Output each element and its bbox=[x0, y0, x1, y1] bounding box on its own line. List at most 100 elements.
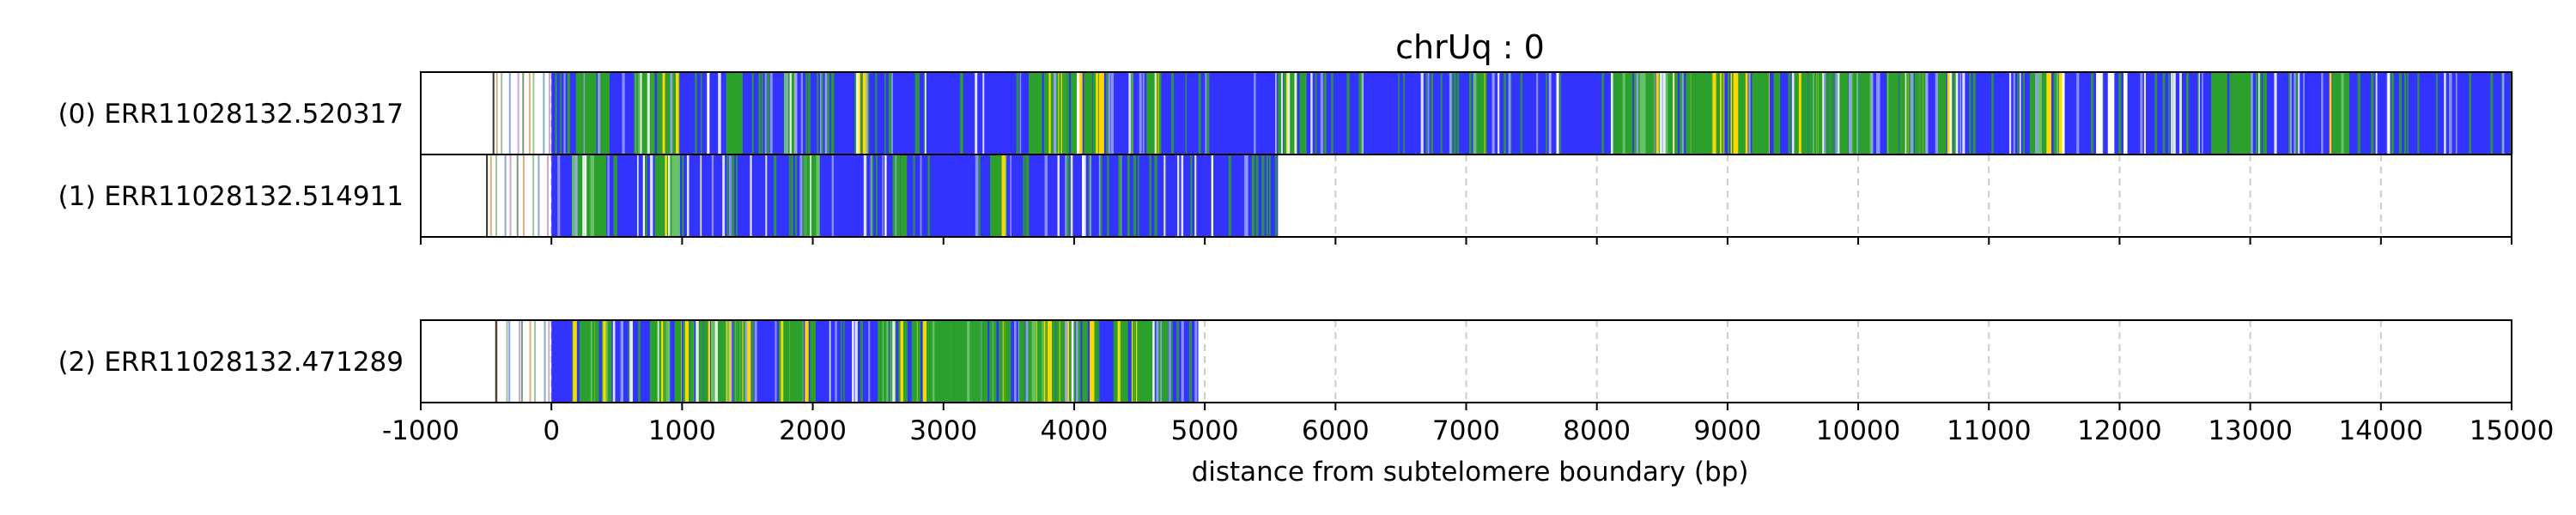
repeat-stripe bbox=[978, 320, 981, 403]
repeat-stripe bbox=[2490, 72, 2494, 154]
repeat-stripe bbox=[1085, 320, 1088, 403]
variant-stripe bbox=[609, 320, 611, 403]
repeat-stripe bbox=[769, 72, 773, 154]
repeat-stripe bbox=[1991, 72, 1994, 154]
repeat-stripe bbox=[820, 72, 823, 154]
variant-stripe bbox=[799, 320, 801, 403]
repeat-stripe bbox=[2386, 72, 2389, 154]
variant-stripe bbox=[595, 320, 599, 403]
variant-stripe bbox=[2332, 72, 2335, 154]
repeat-stripe bbox=[628, 320, 630, 403]
repeat-stripe bbox=[529, 320, 532, 403]
variant-stripe bbox=[1092, 320, 1098, 403]
variant-stripe bbox=[2229, 72, 2232, 154]
variant-stripe bbox=[1117, 320, 1121, 403]
repeat-stripe bbox=[1128, 72, 1132, 154]
variant-stripe bbox=[1650, 72, 1654, 154]
variant-stripe bbox=[1618, 72, 1621, 154]
variant-stripe bbox=[1035, 72, 1037, 154]
repeat-stripe bbox=[2391, 72, 2394, 154]
repeat-stripe bbox=[794, 154, 798, 237]
repeat-stripe bbox=[1122, 320, 1126, 403]
variant-stripe bbox=[2249, 72, 2252, 154]
repeat-stripe bbox=[1023, 320, 1025, 403]
variant-stripe bbox=[1077, 320, 1081, 403]
repeat-stripe bbox=[774, 154, 777, 237]
variant-stripe bbox=[2046, 72, 2051, 154]
repeat-stripe bbox=[775, 320, 777, 403]
repeat-stripe bbox=[634, 72, 636, 154]
repeat-stripe bbox=[640, 72, 642, 154]
repeat-stripe bbox=[2293, 72, 2296, 154]
variant-stripe bbox=[1808, 72, 1813, 154]
gap-stripe bbox=[642, 154, 646, 237]
variant-stripe bbox=[1138, 320, 1142, 403]
repeat-stripe bbox=[1917, 72, 1921, 154]
variant-stripe bbox=[1085, 72, 1091, 154]
variant-stripe bbox=[1036, 72, 1042, 154]
repeat-stripe bbox=[548, 72, 550, 154]
repeat-stripe bbox=[522, 72, 525, 154]
variant-stripe bbox=[943, 320, 948, 403]
x-tick-label: 8000 bbox=[1563, 415, 1631, 446]
repeat-stripe bbox=[647, 72, 650, 154]
variant-stripe bbox=[1163, 320, 1169, 403]
repeat-stripe bbox=[791, 72, 793, 154]
variant-stripe bbox=[1048, 72, 1051, 154]
repeat-stripe bbox=[2407, 72, 2409, 154]
repeat-stripe bbox=[700, 154, 702, 237]
variant-stripe bbox=[739, 72, 743, 154]
repeat-stripe bbox=[2375, 72, 2378, 154]
repeat-stripe bbox=[1838, 72, 1840, 154]
repeat-stripe bbox=[1019, 72, 1022, 154]
repeat-stripe bbox=[1748, 72, 1751, 154]
repeat-stripe bbox=[1128, 154, 1130, 237]
repeat-stripe bbox=[1456, 72, 1460, 154]
variant-stripe bbox=[990, 154, 994, 237]
variant-stripe bbox=[999, 320, 1002, 403]
variant-stripe bbox=[1145, 320, 1149, 403]
variant-stripe bbox=[1135, 320, 1139, 403]
repeat-stripe bbox=[2289, 72, 2292, 154]
repeat-stripe bbox=[811, 154, 815, 237]
variant-stripe bbox=[1480, 72, 1485, 154]
variant-stripe bbox=[607, 320, 610, 403]
variant-stripe bbox=[778, 320, 781, 403]
repeat-stripe bbox=[1018, 320, 1022, 403]
variant-stripe bbox=[1476, 72, 1479, 154]
variant-stripe bbox=[1161, 320, 1166, 403]
repeat-stripe bbox=[652, 320, 656, 403]
repeat-stripe bbox=[532, 72, 535, 154]
repeat-stripe bbox=[534, 320, 537, 403]
repeat-stripe bbox=[928, 320, 931, 403]
repeat-stripe bbox=[917, 320, 921, 403]
variant-stripe bbox=[1090, 320, 1095, 403]
repeat-stripe bbox=[802, 154, 805, 237]
read-start-mark bbox=[492, 72, 495, 154]
variant-stripe bbox=[902, 154, 908, 237]
variant-stripe bbox=[726, 320, 730, 403]
repeat-stripe bbox=[1875, 72, 1879, 154]
variant-stripe bbox=[2058, 72, 2063, 154]
variant-stripe bbox=[2033, 72, 2037, 154]
repeat-stripe bbox=[583, 72, 586, 154]
repeat-stripe bbox=[622, 72, 625, 154]
repeat-stripe bbox=[2258, 72, 2262, 154]
x-tick-label: 3000 bbox=[909, 415, 977, 446]
repeat-stripe bbox=[1098, 154, 1101, 237]
read-track: (2) ERR11028132.471289 bbox=[58, 319, 2512, 403]
repeat-stripe bbox=[1107, 154, 1109, 237]
variant-stripe bbox=[1795, 72, 1798, 154]
gap-stripe bbox=[1082, 154, 1084, 237]
variant-stripe bbox=[703, 320, 706, 403]
repeat-stripe bbox=[1972, 72, 1976, 154]
repeat-stripe bbox=[1063, 72, 1066, 154]
variant-stripe bbox=[1856, 72, 1859, 154]
repeat-stripe bbox=[1614, 72, 1619, 154]
variant-stripe bbox=[586, 320, 591, 403]
x-axis-label: distance from subtelomere boundary (bp) bbox=[1192, 457, 1749, 488]
repeat-stripe bbox=[2258, 72, 2260, 154]
repeat-stripe bbox=[1132, 320, 1135, 403]
variant-stripe bbox=[653, 72, 655, 154]
variant-stripe bbox=[1056, 320, 1059, 403]
